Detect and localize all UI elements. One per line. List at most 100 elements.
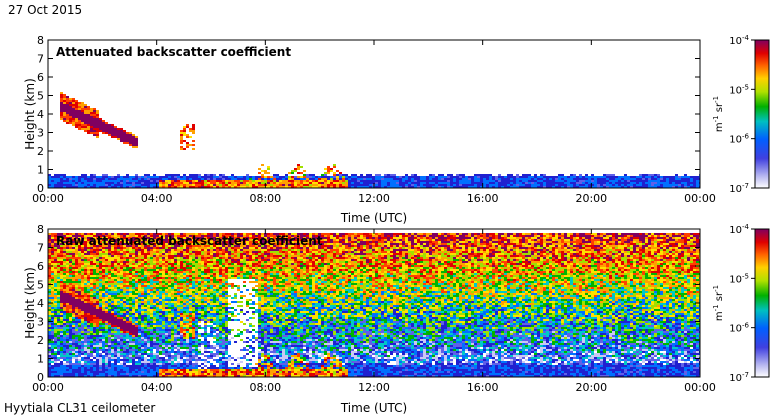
heatmap-cell [291, 182, 294, 184]
heatmap-cell [456, 176, 459, 188]
heatmap-cell [693, 233, 696, 273]
heatmap-cell [576, 233, 579, 295]
heatmap-cell [642, 233, 645, 249]
heatmap-cell [198, 307, 201, 309]
colorbar-tick-label: 10-7 [729, 371, 749, 384]
heatmap-cell [99, 239, 102, 299]
heatmap-cell [276, 176, 279, 178]
heatmap-cell [468, 351, 471, 353]
heatmap-cell [498, 265, 501, 349]
heatmap-cell [261, 265, 264, 349]
heatmap-cell [285, 233, 288, 373]
heatmap-cell [330, 273, 333, 365]
heatmap-cell [684, 331, 687, 363]
heatmap-cell [231, 337, 234, 339]
heatmap-cell [570, 321, 573, 377]
heatmap-cell [222, 291, 225, 367]
heatmap-cell [315, 273, 318, 363]
heatmap-cell [156, 237, 159, 281]
x-axis-label: Time (UTC) [340, 401, 407, 415]
heatmap-cell [450, 239, 453, 251]
heatmap-cell [561, 285, 564, 361]
heatmap-cell [48, 235, 51, 247]
heatmap-cell [426, 241, 429, 253]
heatmap-cell [615, 311, 618, 377]
heatmap-cell [561, 233, 564, 299]
heatmap-cell [342, 174, 345, 176]
heatmap-cell [108, 134, 111, 136]
heatmap-cell [651, 349, 654, 363]
heatmap-cell [384, 247, 387, 281]
heatmap-cell [288, 178, 291, 180]
heatmap-cell [75, 281, 78, 349]
heatmap-cell [123, 132, 126, 142]
heatmap-cell [513, 341, 516, 357]
heatmap-cell [168, 237, 171, 321]
heatmap-cell [315, 176, 318, 178]
heatmap-cell [264, 170, 267, 174]
heatmap-cell [474, 235, 477, 293]
heatmap-cell [303, 178, 306, 180]
heatmap-cell [366, 277, 369, 361]
heatmap-cell [414, 247, 417, 291]
heatmap-cell [234, 178, 237, 180]
heatmap-cell [654, 235, 657, 327]
heatmap-cell [138, 176, 141, 178]
heatmap-cell [93, 345, 96, 357]
heatmap-cell [678, 180, 681, 184]
heatmap-cell [135, 233, 138, 273]
heatmap-cell [306, 182, 309, 184]
heatmap-cell [72, 261, 75, 271]
heatmap-cell [552, 263, 555, 341]
heatmap-cell [525, 235, 528, 261]
heatmap-cell [378, 271, 381, 273]
heatmap-cell [456, 259, 459, 337]
heatmap-cell [642, 295, 645, 377]
heatmap-cell [426, 261, 429, 329]
heatmap-cell [207, 233, 210, 375]
y-tick-label: 0 [37, 182, 44, 195]
heatmap-cell [432, 241, 435, 279]
heatmap-cell [93, 343, 96, 371]
heatmap-cell [528, 235, 531, 263]
heatmap-cell [294, 182, 297, 186]
heatmap-cell [66, 245, 69, 311]
heatmap-cell [588, 299, 591, 375]
heatmap-cell [144, 233, 147, 287]
heatmap-cell [159, 297, 162, 367]
heatmap-cell [528, 233, 531, 305]
heatmap-cell [90, 112, 93, 128]
heatmap-cell [531, 237, 534, 315]
heatmap-cell [669, 184, 672, 188]
heatmap-cell [189, 174, 192, 178]
heatmap-cell [669, 355, 672, 359]
heatmap-cell [420, 299, 423, 377]
heatmap-cell [132, 255, 135, 313]
heatmap-cell [630, 335, 633, 337]
heatmap-cell [99, 120, 102, 130]
heatmap-cell [660, 291, 663, 369]
heatmap-cell [252, 351, 255, 353]
heatmap-cell [306, 174, 309, 178]
heatmap-cell [666, 178, 669, 188]
heatmap-cell [135, 136, 138, 148]
heatmap-cell [339, 233, 342, 257]
heatmap-cell [231, 357, 234, 365]
heatmap-cell [483, 233, 486, 269]
heatmap-cell [453, 259, 456, 351]
heatmap-cell [600, 257, 603, 331]
heatmap-cell [336, 180, 339, 182]
heatmap-cell [576, 235, 579, 271]
heatmap-cell [618, 277, 621, 331]
heatmap-cell [336, 170, 339, 172]
heatmap-cell [606, 351, 609, 359]
heatmap-cell [63, 235, 66, 307]
heatmap-cell [144, 291, 147, 375]
heatmap-cell [171, 341, 174, 359]
heatmap-cell [660, 237, 663, 261]
heatmap-cell [240, 309, 243, 311]
heatmap-cell [507, 184, 510, 186]
heatmap-cell [456, 233, 459, 243]
heatmap-cell [552, 237, 555, 313]
heatmap-cell [423, 311, 426, 373]
